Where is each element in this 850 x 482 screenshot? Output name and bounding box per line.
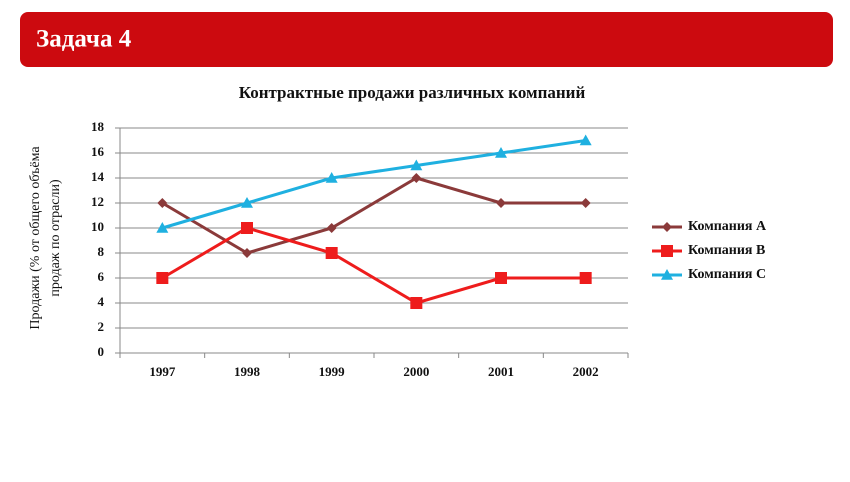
marker bbox=[325, 247, 338, 259]
x-tick-label: 1998 bbox=[234, 364, 261, 379]
y-axis-label: Продажи (% от общего объёма продаж по от… bbox=[28, 146, 63, 330]
marker bbox=[156, 272, 169, 284]
marker bbox=[580, 198, 591, 208]
y-label-line: продаж по отрасли) bbox=[48, 179, 63, 297]
marker bbox=[662, 222, 672, 232]
marker bbox=[326, 223, 337, 233]
marker bbox=[495, 272, 507, 284]
marker bbox=[242, 248, 252, 258]
marker bbox=[661, 245, 673, 257]
x-tick-label: 1997 bbox=[149, 364, 176, 379]
marker bbox=[495, 147, 507, 158]
marker bbox=[661, 269, 673, 280]
marker bbox=[156, 222, 169, 233]
marker bbox=[325, 172, 338, 183]
y-tick-label: 6 bbox=[98, 269, 105, 284]
y-tick-label: 10 bbox=[91, 219, 104, 234]
y-tick-label: 12 bbox=[91, 194, 104, 209]
legend-label: Компания В bbox=[688, 243, 765, 258]
series-line bbox=[161, 176, 586, 255]
marker bbox=[410, 297, 423, 309]
series-line bbox=[161, 226, 586, 305]
marker bbox=[241, 197, 253, 208]
y-tick-label: 14 bbox=[91, 169, 105, 184]
chart-title: Контрактные продажи различных компаний bbox=[239, 83, 586, 102]
y-label-line: Продажи (% от общего объёма bbox=[28, 146, 43, 330]
x-tick-label: 2002 bbox=[573, 364, 599, 379]
marker bbox=[496, 198, 506, 208]
y-tick-label: 8 bbox=[98, 244, 105, 259]
marker bbox=[579, 134, 592, 146]
header-banner bbox=[20, 12, 833, 67]
marker bbox=[157, 198, 168, 208]
x-tick-label: 2000 bbox=[403, 364, 429, 379]
y-tick-label: 2 bbox=[98, 319, 105, 334]
marker bbox=[410, 159, 423, 171]
y-tick-label: 16 bbox=[91, 144, 105, 159]
x-tick-label: 2001 bbox=[488, 364, 514, 379]
y-tick-label: 4 bbox=[98, 294, 105, 309]
legend-label: Компания С bbox=[688, 267, 766, 282]
series-line bbox=[161, 139, 586, 230]
marker bbox=[241, 222, 253, 234]
marker bbox=[411, 173, 422, 183]
legend-label: Компания А bbox=[688, 219, 767, 234]
y-tick-label: 18 bbox=[91, 119, 105, 134]
y-tick-label: 0 bbox=[98, 344, 105, 359]
x-tick-label: 1999 bbox=[319, 364, 346, 379]
marker bbox=[579, 272, 592, 284]
header-title: Задача 4 bbox=[36, 26, 132, 53]
